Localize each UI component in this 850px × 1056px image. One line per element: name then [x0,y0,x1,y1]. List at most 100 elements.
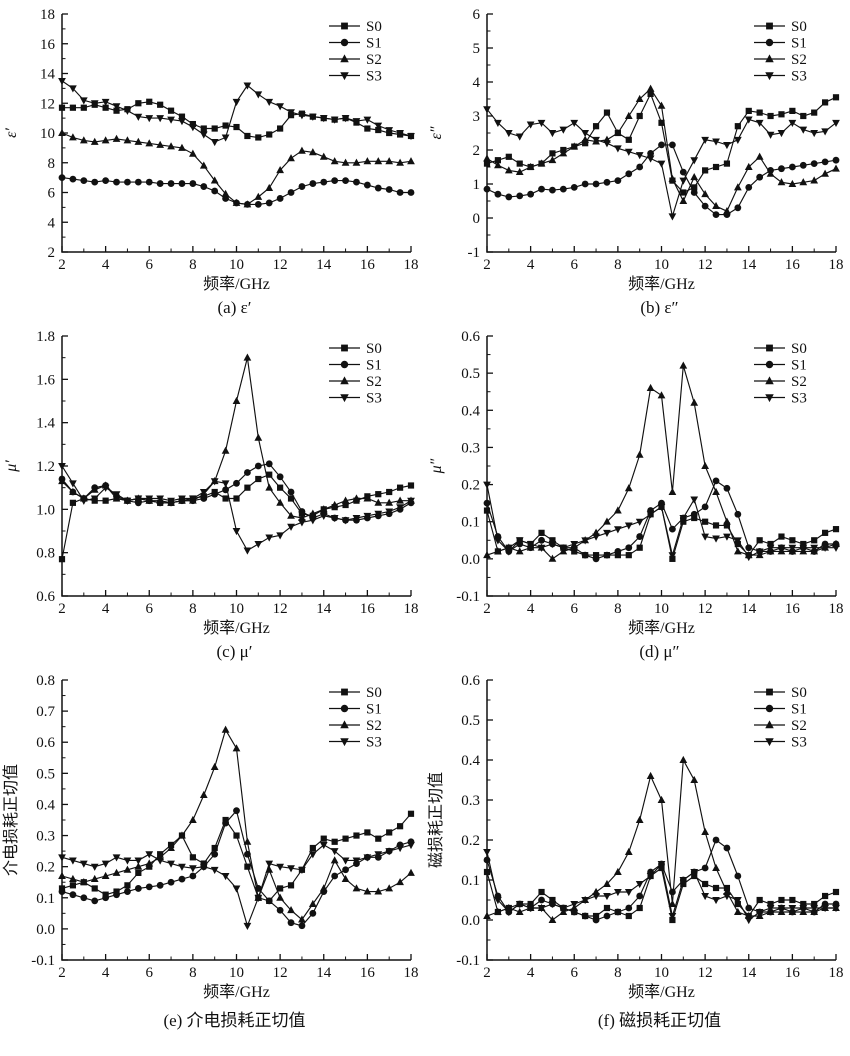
svg-text:2: 2 [58,965,66,981]
svg-text:6: 6 [571,601,579,617]
series-S2 [483,84,840,215]
svg-text:14: 14 [40,67,56,83]
svg-text:10: 10 [229,257,244,273]
svg-text:10: 10 [229,965,244,981]
legend-label: S3 [366,391,382,407]
legend-label: S1 [791,702,807,718]
svg-text:12: 12 [273,601,288,617]
svg-text:10: 10 [654,601,669,617]
panel-a-caption: (a) ε′ [217,298,252,317]
panel-f-cell: 2 4 6 8 10 12 14 16 18 -0.1 0.0 0.1 0.2 0.3 0.4 0.5 0.6 频… [425,666,850,1056]
svg-text:0.0: 0.0 [461,552,480,568]
chart-panel-d: 2 4 6 8 10 12 14 16 18 -0.1 0.0 0.1 0.2 0.3 0.4 0.5 0.6 频… [428,329,844,637]
legend-label: S3 [366,69,382,85]
legend-label: S1 [791,36,807,52]
svg-text:8: 8 [189,965,197,981]
chart-panel-e: 2 4 6 8 10 12 14 16 18 -0.1 0.0 0.1 0.2 0.3 0.4 0.5 0.6 0… [2,673,419,1001]
svg-text:0.6: 0.6 [36,589,55,605]
y-axis-label: μ″ [428,458,445,474]
svg-text:0.0: 0.0 [36,922,55,938]
panel-d-cell: 2 4 6 8 10 12 14 16 18 -0.1 0.0 0.1 0.2 0.3 0.4 0.5 0.6 频… [425,322,850,666]
svg-text:0.2: 0.2 [461,833,480,849]
series-S2 [483,361,840,562]
x-axis-label: 频率/GHz [203,275,270,293]
svg-text:0.1: 0.1 [36,891,55,907]
svg-text:-0.1: -0.1 [456,953,480,969]
y-axis-label: μ′ [3,460,20,473]
series-S2 [58,725,415,923]
svg-text:0.7: 0.7 [36,704,55,720]
svg-text:6: 6 [48,186,56,202]
svg-text:1.2: 1.2 [36,459,55,475]
svg-text:4: 4 [102,601,110,617]
x-axis-label: 频率/GHz [628,619,695,637]
svg-text:-1: -1 [468,245,481,261]
legend-label: S0 [366,341,382,357]
svg-text:10: 10 [654,257,669,273]
svg-text:18: 18 [829,257,844,273]
svg-text:16: 16 [785,601,801,617]
svg-text:1.6: 1.6 [36,372,55,388]
legend-label: S0 [366,685,382,701]
svg-text:2: 2 [58,257,66,273]
svg-text:10: 10 [229,601,244,617]
legend-label: S2 [366,52,382,68]
svg-text:6: 6 [473,7,481,23]
series-S1 [483,836,840,924]
series-S2 [58,128,415,208]
series-S1 [58,807,415,930]
svg-text:0.3: 0.3 [36,829,55,845]
svg-text:14: 14 [741,965,757,981]
svg-text:12: 12 [273,965,288,981]
legend-label: S1 [791,358,807,374]
panel-c-cell: 2 4 6 8 10 12 14 16 18 0.6 0.8 1.0 1.2 1.4 1.6 1.8 频率/GH… [0,322,425,666]
y-axis-label: 磁损耗正切值 [427,772,445,868]
svg-text:2: 2 [58,601,66,617]
legend-label: S2 [366,718,382,734]
svg-text:16: 16 [360,965,376,981]
chart-panel-c: 2 4 6 8 10 12 14 16 18 0.6 0.8 1.0 1.2 1.4 1.6 1.8 频率/GH… [3,329,419,637]
svg-text:2: 2 [483,257,491,273]
svg-text:0.5: 0.5 [461,713,480,729]
axes: 2 4 6 8 10 12 14 16 18 2 4 6 8 10 12 14 16 18 频率/GHz ε′ [3,7,419,293]
panel-d-caption: (d) μ″ [639,642,680,661]
svg-text:14: 14 [316,965,332,981]
svg-text:8: 8 [614,257,622,273]
series-S2 [483,755,840,923]
series-S3 [58,463,415,555]
svg-text:2: 2 [483,965,491,981]
svg-text:16: 16 [785,965,801,981]
svg-text:10: 10 [654,965,669,981]
svg-text:1.8: 1.8 [36,329,55,345]
x-axis-label: 频率/GHz [203,619,270,637]
svg-text:0.4: 0.4 [461,403,480,419]
y-axis-label: 介电损耗正切值 [2,764,20,876]
panel-b-cell: 2 4 6 8 10 12 14 16 18 -1 0 1 2 3 4 5 6 频率/GHz ε″ S0 S1 S2 S3 … [425,0,850,322]
svg-text:-0.1: -0.1 [456,589,480,605]
panel-b-caption: (b) ε″ [640,298,679,317]
svg-text:18: 18 [404,257,419,273]
svg-text:0.6: 0.6 [36,735,55,751]
svg-text:4: 4 [527,965,535,981]
svg-text:0.8: 0.8 [36,546,55,562]
svg-text:0.2: 0.2 [36,860,55,876]
legend-label: S3 [791,735,807,751]
svg-text:1: 1 [473,177,481,193]
svg-text:8: 8 [614,601,622,617]
legend-label: S0 [791,341,807,357]
svg-text:18: 18 [404,965,419,981]
series-S3 [483,106,840,221]
series-S1 [483,141,840,219]
svg-text:3: 3 [473,109,481,125]
legend-label: S1 [366,702,382,718]
series-S3 [483,481,840,562]
svg-text:14: 14 [741,601,757,617]
svg-text:1.4: 1.4 [36,416,55,432]
svg-text:0.8: 0.8 [36,673,55,689]
panel-a-cell: 2 4 6 8 10 12 14 16 18 2 4 6 8 10 12 14 16 18 频率/GHz ε′ S0 S1… [0,0,425,322]
series-S3 [58,77,415,147]
panel-e-cell: 2 4 6 8 10 12 14 16 18 -0.1 0.0 0.1 0.2 0.3 0.4 0.5 0.6 0… [0,666,425,1056]
